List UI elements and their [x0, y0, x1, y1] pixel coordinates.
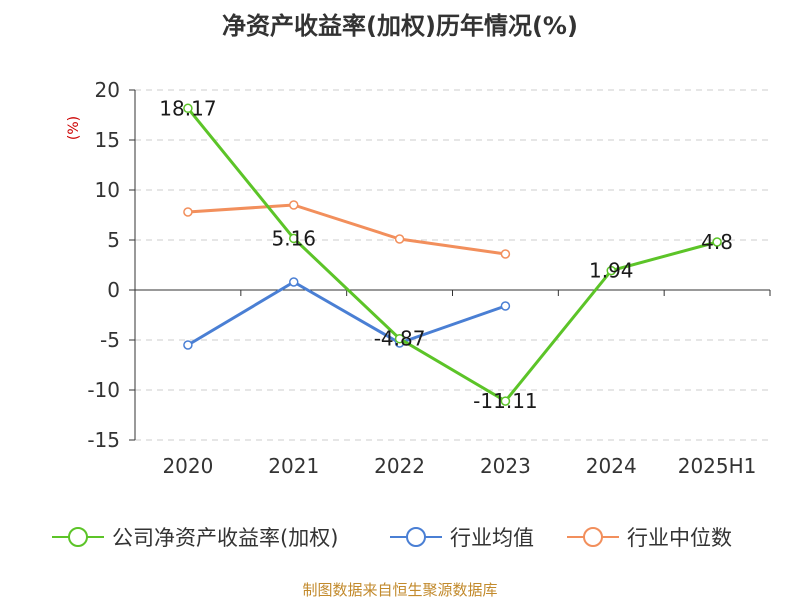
source-note: 制图数据来自恒生聚源数据库 [302, 581, 497, 599]
legend: 公司净资产收益率(加权) 行业均值 行业中位数 [52, 526, 732, 550]
series-line [187, 203, 506, 256]
data-point [183, 103, 193, 114]
grid [135, 89, 770, 441]
legend-marker [68, 527, 88, 547]
legend-label: 行业中位数 [627, 526, 732, 550]
axes: 20 15 10 5 0 -5 -10 -15 2020 2021 2022 2023 2024 2025… [87, 78, 771, 478]
x-tick-label: 2024 [586, 454, 637, 478]
data-point [500, 249, 511, 259]
data-label: -11.11 [473, 389, 537, 413]
data-point [289, 233, 299, 244]
data-point [394, 333, 405, 344]
data-point [289, 200, 299, 210]
y-tick-label: 15 [95, 128, 120, 152]
y-tick-label: 5 [107, 228, 120, 252]
data-labels: 18.17 5.16 -4.87 -11.11 1.94 4.8 [159, 96, 733, 413]
y-tick-label: 20 [95, 78, 120, 102]
data-point [500, 396, 511, 406]
legend-label: 行业均值 [450, 526, 534, 550]
data-point [289, 277, 299, 287]
data-point [712, 237, 722, 247]
chart-title: 净资产收益率(加权)历年情况(%) [222, 12, 578, 40]
series-line [186, 107, 718, 403]
y-tick-label: -15 [87, 428, 120, 452]
data-point [183, 340, 193, 350]
series-layer [183, 103, 722, 406]
data-label: 4.8 [701, 230, 733, 254]
data-label: 5.16 [271, 226, 316, 250]
data-point [183, 207, 193, 217]
x-tick-label: 2025H1 [678, 454, 757, 478]
series-line [187, 280, 506, 347]
y-tick-label: 10 [95, 178, 120, 202]
y-tick-label: -5 [100, 328, 120, 352]
data-point [500, 301, 511, 311]
x-tick-label: 2021 [268, 454, 319, 478]
data-label: -4.87 [374, 327, 426, 351]
x-tick-label: 2022 [374, 454, 425, 478]
legend-marker [583, 527, 603, 547]
legend-marker [406, 527, 426, 547]
y-tick-label: 0 [107, 278, 120, 302]
x-tick-label: 2023 [480, 454, 531, 478]
legend-label: 公司净资产收益率(加权) [112, 526, 338, 550]
x-tick-label: 2020 [162, 454, 213, 478]
y-tick-label: -10 [87, 378, 120, 402]
data-point [394, 234, 405, 244]
data-point [606, 265, 616, 276]
data-label: 1.94 [589, 259, 634, 283]
y-axis-unit: (%) [66, 116, 82, 140]
data-label: 18.17 [159, 96, 216, 120]
